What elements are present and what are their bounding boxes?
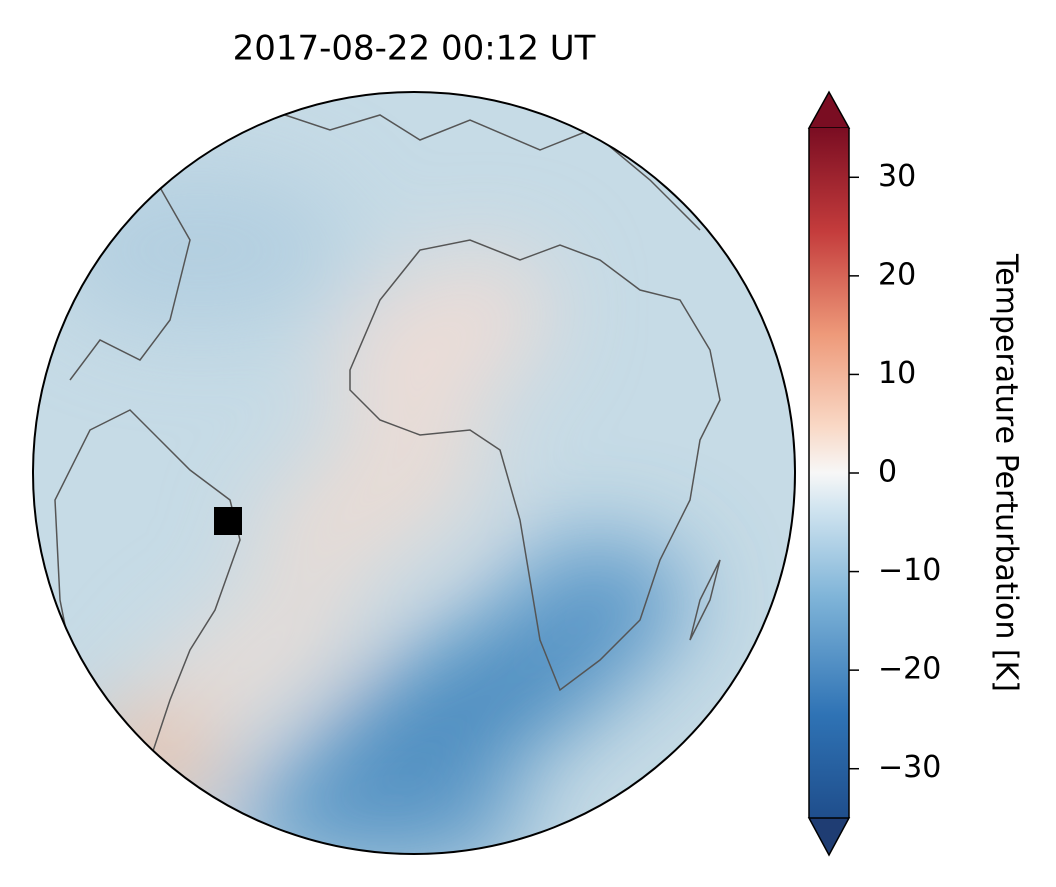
- colorbar-extend-min: [807, 817, 851, 857]
- globe: [33, 92, 795, 854]
- colorbar-tick-label: 10: [878, 356, 916, 391]
- location-marker: [214, 507, 242, 535]
- colorbar-body: [809, 128, 849, 818]
- colorbar: [807, 90, 851, 857]
- colorbar-tick-label: 0: [878, 455, 897, 490]
- globe-outline: [32, 91, 796, 855]
- colorbar-tick-label: −20: [878, 652, 941, 687]
- colorbar-tick-label: −10: [878, 553, 941, 588]
- colorbar-tick-label: 30: [878, 159, 916, 194]
- colorbar-tick-label: 20: [878, 257, 916, 292]
- colorbar-tick-label: −30: [878, 750, 941, 785]
- colorbar-label: Temperature Perturbation [K]: [989, 253, 1024, 692]
- map-title: 2017-08-22 00:12 UT: [233, 29, 596, 69]
- colorbar-extend-max: [807, 90, 851, 129]
